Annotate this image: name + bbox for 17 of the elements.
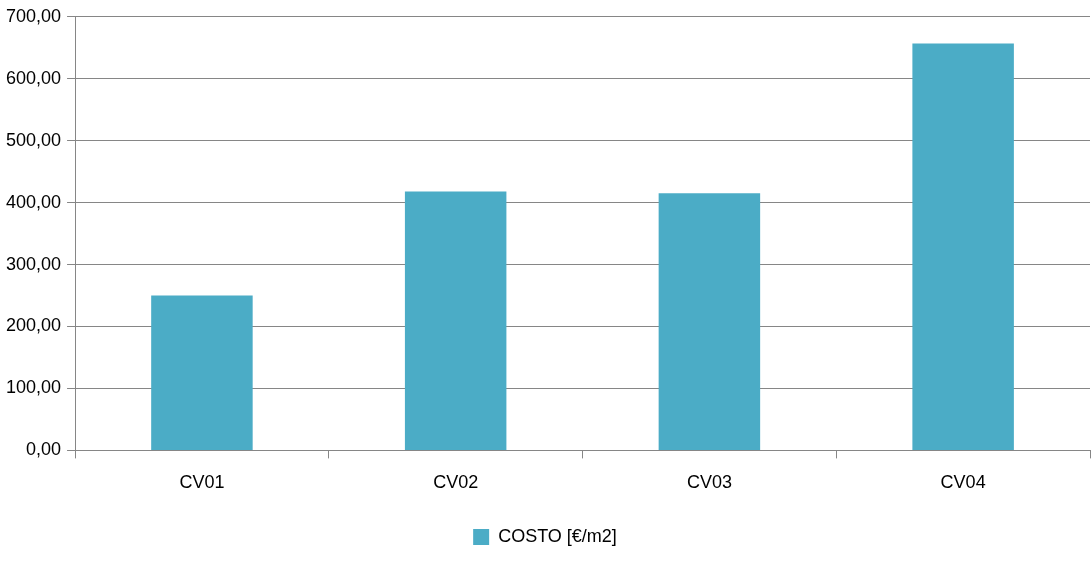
- legend-label: COSTO [€/m2]: [498, 525, 617, 546]
- y-tick-label: 300,00: [5, 253, 62, 274]
- y-tick-label: 400,00: [5, 191, 62, 212]
- y-tick-label: 100,00: [5, 377, 62, 398]
- bar: [658, 193, 761, 450]
- bar: [404, 191, 507, 450]
- x-tick-label: CV02: [433, 472, 479, 493]
- y-tick-label: 200,00: [5, 315, 62, 336]
- y-tick-label: 600,00: [5, 67, 62, 88]
- y-tick-label: 500,00: [5, 129, 62, 150]
- y-tick-label: 0,00: [26, 439, 62, 460]
- x-tick-label: CV01: [179, 472, 225, 493]
- x-tick-label: CV03: [686, 472, 732, 493]
- bar: [912, 43, 1014, 450]
- bar: [151, 295, 253, 450]
- x-tick-label: CV04: [940, 472, 986, 493]
- y-tick-label: 700,00: [5, 5, 62, 26]
